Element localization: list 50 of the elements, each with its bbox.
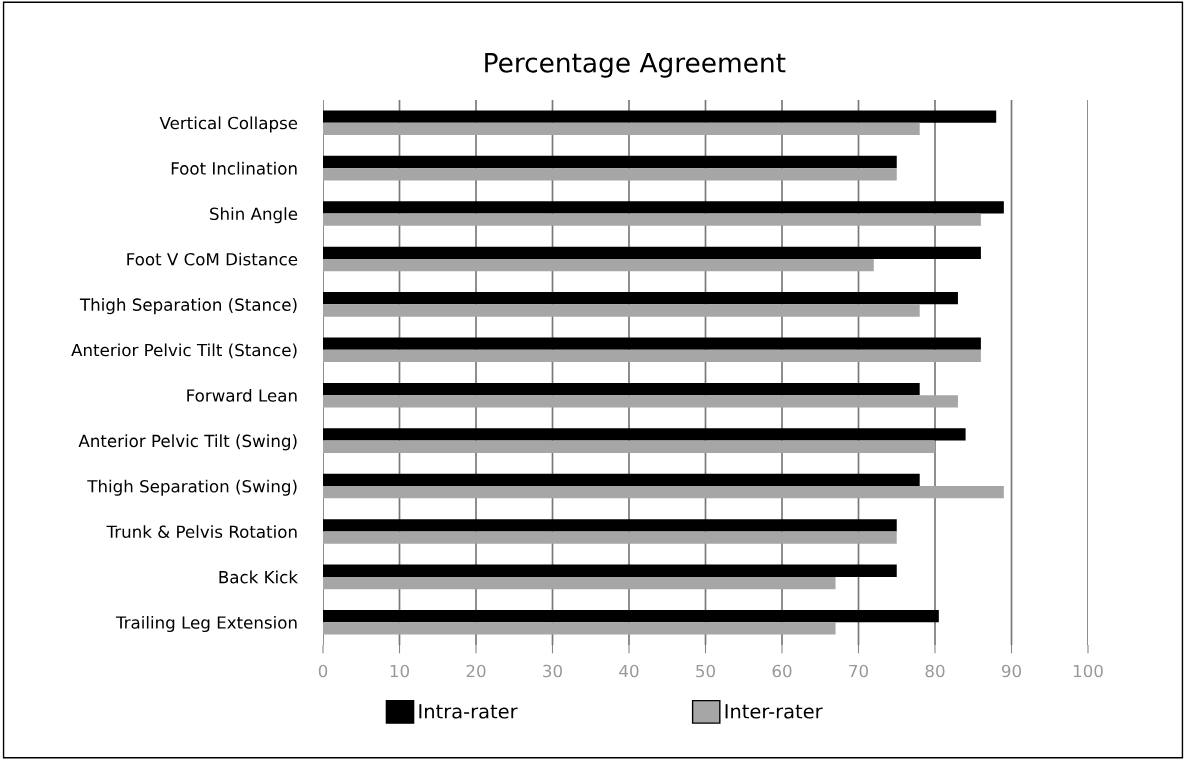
x-tick-label: 10: [390, 664, 409, 678]
x-tick-label: 90: [1001, 664, 1021, 678]
x-tick-label: 0: [318, 664, 328, 678]
bar: [323, 428, 966, 441]
bar: [323, 486, 1004, 499]
x-tick-label: 100: [1073, 664, 1103, 678]
bar: [323, 610, 939, 623]
x-tick-label: 60: [772, 664, 792, 678]
y-tick-label: Trunk & Pelvis Rotation: [106, 525, 297, 539]
legend-label: Inter-rater: [725, 704, 823, 719]
bar: [323, 349, 981, 363]
chart-title: Percentage Agreement: [485, 53, 786, 78]
y-tick-label: Foot Inclination: [171, 161, 297, 175]
bar: [323, 246, 981, 259]
y-tick-label: Vertical Collapse: [159, 116, 298, 133]
legend-label: Intra-rater: [419, 704, 518, 719]
bar: [323, 564, 897, 577]
bar: [323, 292, 958, 305]
bar: [323, 440, 935, 453]
x-tick-label: 80: [925, 664, 945, 678]
bar: [323, 122, 920, 135]
bar: [323, 201, 1004, 214]
y-tick-label: Back Kick: [219, 570, 298, 584]
bar: [323, 168, 897, 181]
bar: [323, 337, 981, 350]
bar: [323, 110, 997, 123]
bar: [323, 395, 958, 408]
y-tick-label: Forward Lean: [187, 388, 297, 402]
x-tick-label: 20: [466, 664, 486, 678]
y-tick-label: Shin Angle: [210, 207, 298, 224]
bar: [323, 382, 920, 396]
y-tick-label: Thigh Separation (Stance): [79, 298, 297, 315]
bar: [323, 258, 874, 272]
x-tick-label: 50: [696, 664, 715, 678]
bar: [323, 213, 981, 226]
bar: [323, 155, 897, 169]
bar: [323, 304, 920, 317]
bar: [323, 473, 920, 487]
y-tick-label: Thigh Separation (Swing): [87, 479, 297, 496]
bar: [323, 576, 836, 590]
bar: [323, 622, 836, 635]
x-tick-label: 40: [619, 664, 639, 678]
y-tick-label: Anterior Pelvic Tilt (Swing): [78, 434, 297, 451]
y-tick-label: Trailing Leg Extension: [115, 615, 297, 633]
y-tick-label: Anterior Pelvic Tilt (Stance): [71, 343, 297, 359]
x-tick-label: 30: [543, 664, 562, 678]
bar: [323, 519, 897, 532]
x-tick-label: 70: [849, 664, 868, 678]
bar: [323, 531, 897, 544]
y-tick-label: Foot V CoM Distance: [127, 252, 298, 266]
